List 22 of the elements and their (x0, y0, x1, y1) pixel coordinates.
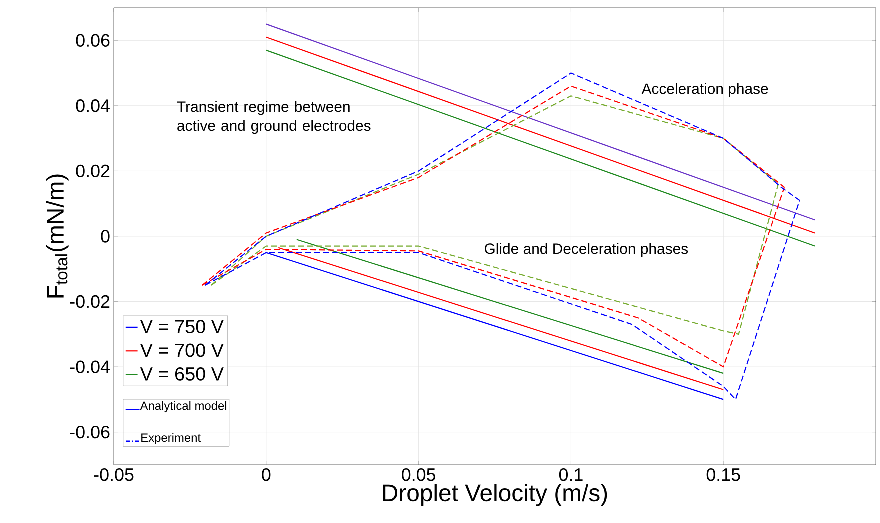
x-tick-label: -0.05 (94, 468, 134, 482)
y-tick-label: -0.02 (70, 295, 110, 308)
y-tick-label: 0 (101, 230, 110, 243)
y-tick-label: -0.04 (70, 360, 110, 374)
y-axis-title: F$_{total}$(mN/m) (46, 174, 69, 298)
annotation: Analytical model (140, 401, 227, 413)
x-tick-label: 0 (262, 468, 271, 482)
y-tick-label: 0.02 (76, 164, 110, 178)
y-tick-label: 0.04 (76, 100, 110, 112)
annotation: Experiment (142, 433, 201, 445)
annotation: Transient regime between active and ground electrodes (177, 101, 371, 134)
annotation: Glide and Deceleration phases (485, 243, 688, 258)
legend-label: V = 750 V (140, 320, 224, 334)
legend-label: V = 650 V (140, 367, 224, 381)
legend-label: V = 700 V (140, 344, 224, 358)
x-axis-title: Droplet Velocity (m/s) (383, 484, 608, 506)
annotation: Acceleration phase (642, 83, 768, 98)
x-tick-label: 0.1 (559, 468, 583, 482)
y-tick-label: 0.06 (76, 34, 110, 47)
x-tick-label: 0.05 (402, 468, 436, 482)
x-tick-label: 0.15 (706, 468, 740, 482)
y-tick-label: -0.06 (70, 426, 110, 439)
